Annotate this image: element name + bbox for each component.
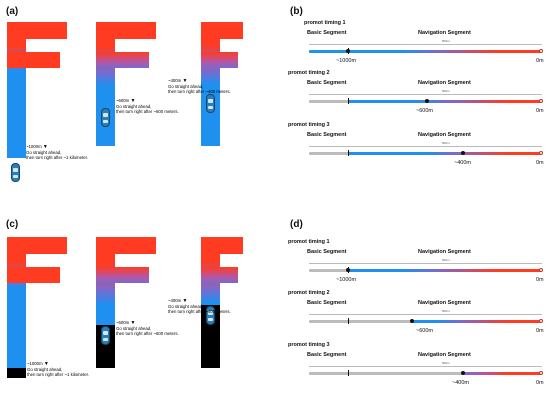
road-top-arm bbox=[201, 237, 243, 254]
timing-title: promot timing 2 bbox=[288, 70, 330, 76]
basic-segment-label: Basic Segment bbox=[307, 30, 347, 36]
road-middle-arm bbox=[201, 267, 238, 283]
marker-label: ~1000m bbox=[336, 277, 357, 283]
navigation-segment-label: Navigation Segment bbox=[418, 30, 471, 36]
basic-segment-label: Basic Segment bbox=[307, 300, 347, 306]
tick-label: 500m bbox=[442, 258, 450, 262]
timeline-axis bbox=[309, 146, 542, 147]
road-middle-arm bbox=[201, 52, 238, 68]
segment-boundary bbox=[348, 370, 349, 376]
destination-marker bbox=[539, 371, 543, 375]
destination-marker bbox=[539, 49, 543, 53]
timeline-bar bbox=[309, 372, 542, 375]
traveled-segment bbox=[201, 305, 220, 368]
timeline-axis bbox=[309, 44, 542, 45]
timing-title: promot timing 1 bbox=[304, 20, 346, 26]
instruction-note: ~400m ▼ Go straight ahead, then turn rig… bbox=[168, 298, 231, 314]
tick-label: 500m bbox=[442, 89, 450, 93]
road-middle-arm bbox=[96, 52, 149, 68]
segment-boundary bbox=[348, 318, 349, 324]
car-icon bbox=[206, 306, 215, 325]
timeline-bar bbox=[309, 269, 542, 272]
prompt-marker bbox=[461, 151, 465, 155]
timeline-bar bbox=[309, 152, 542, 155]
basic-segment-label: Basic Segment bbox=[307, 132, 347, 138]
segment-boundary bbox=[348, 98, 349, 104]
navigation-segment-label: Navigation Segment bbox=[418, 132, 471, 138]
car-icon bbox=[11, 163, 20, 182]
tick-label: 500m bbox=[442, 361, 450, 365]
instruction-note: ~600m ▼ Go straight ahead, then turn rig… bbox=[116, 320, 179, 336]
zero-label: 0m bbox=[536, 58, 544, 64]
road-top-arm bbox=[96, 22, 156, 39]
navigation-segment-label: Navigation Segment bbox=[418, 80, 471, 86]
timing-title: promot timing 3 bbox=[288, 122, 330, 128]
marker-label: ~1000m bbox=[336, 58, 357, 64]
instruction-note: ~600m ▼ Go straight ahead, then turn rig… bbox=[116, 98, 179, 114]
panel-label-b: (b) bbox=[290, 6, 303, 17]
road-vertical bbox=[7, 237, 26, 378]
instruction-note: ~1000m ▼ Go straight ahead, then turn ri… bbox=[26, 144, 88, 160]
zero-label: 0m bbox=[536, 277, 544, 283]
road-top-arm bbox=[7, 237, 67, 254]
road-middle-arm bbox=[7, 267, 60, 283]
car-icon bbox=[206, 94, 215, 113]
tick-label: 500m bbox=[442, 309, 450, 313]
prompt-marker bbox=[410, 319, 414, 323]
navigation-segment-label: Navigation Segment bbox=[418, 249, 471, 255]
traveled-segment bbox=[96, 325, 115, 368]
instruction-note: ~1000m ▼ Go straight ahead, then turn ri… bbox=[27, 361, 89, 377]
tick-label: 500m bbox=[442, 39, 450, 43]
timeline-bar bbox=[309, 320, 542, 323]
timeline-axis bbox=[309, 366, 542, 367]
basic-segment-label: Basic Segment bbox=[307, 249, 347, 255]
zero-label: 0m bbox=[536, 380, 544, 386]
prompt-marker bbox=[461, 371, 465, 375]
prompt-marker bbox=[346, 49, 350, 53]
road-middle-arm bbox=[96, 267, 149, 283]
road-vertical bbox=[96, 22, 115, 146]
timeline-bar bbox=[309, 50, 542, 53]
traveled-segment bbox=[7, 368, 26, 378]
zero-label: 0m bbox=[536, 328, 544, 334]
marker-label: ~400m bbox=[452, 380, 469, 386]
prompt-marker bbox=[346, 268, 350, 272]
marker-label: ~600m bbox=[416, 108, 433, 114]
timeline-axis bbox=[309, 94, 542, 95]
timing-title: promot timing 1 bbox=[288, 239, 330, 245]
zero-label: 0m bbox=[536, 160, 544, 166]
destination-marker bbox=[539, 151, 543, 155]
destination-marker bbox=[539, 319, 543, 323]
basic-segment-label: Basic Segment bbox=[307, 352, 347, 358]
navigation-segment-label: Navigation Segment bbox=[418, 300, 471, 306]
timeline-axis bbox=[309, 314, 542, 315]
instruction-note: ~400m ▼ Go straight ahead, then turn rig… bbox=[168, 78, 231, 94]
marker-label: ~600m bbox=[416, 328, 433, 334]
navigation-segment-label: Navigation Segment bbox=[418, 352, 471, 358]
car-icon bbox=[101, 108, 110, 127]
road-vertical bbox=[7, 22, 26, 158]
prompt-marker bbox=[425, 99, 429, 103]
car-icon bbox=[101, 326, 110, 345]
timing-title: promot timing 2 bbox=[288, 290, 330, 296]
segment-boundary bbox=[348, 150, 349, 156]
destination-marker bbox=[539, 268, 543, 272]
marker-label: ~400m bbox=[454, 160, 471, 166]
timeline-axis bbox=[309, 263, 542, 264]
panel-label-d: (d) bbox=[290, 219, 303, 230]
road-top-arm bbox=[7, 22, 67, 39]
road-middle-arm bbox=[7, 52, 60, 68]
road-top-arm bbox=[201, 22, 243, 39]
basic-segment-label: Basic Segment bbox=[307, 80, 347, 86]
panel-label-a: (a) bbox=[6, 6, 19, 17]
zero-label: 0m bbox=[536, 108, 544, 114]
panel-label-c: (c) bbox=[6, 219, 19, 230]
timing-title: promot timing 3 bbox=[288, 342, 330, 348]
tick-label: 500m bbox=[442, 141, 450, 145]
road-top-arm bbox=[96, 237, 156, 254]
destination-marker bbox=[539, 99, 543, 103]
